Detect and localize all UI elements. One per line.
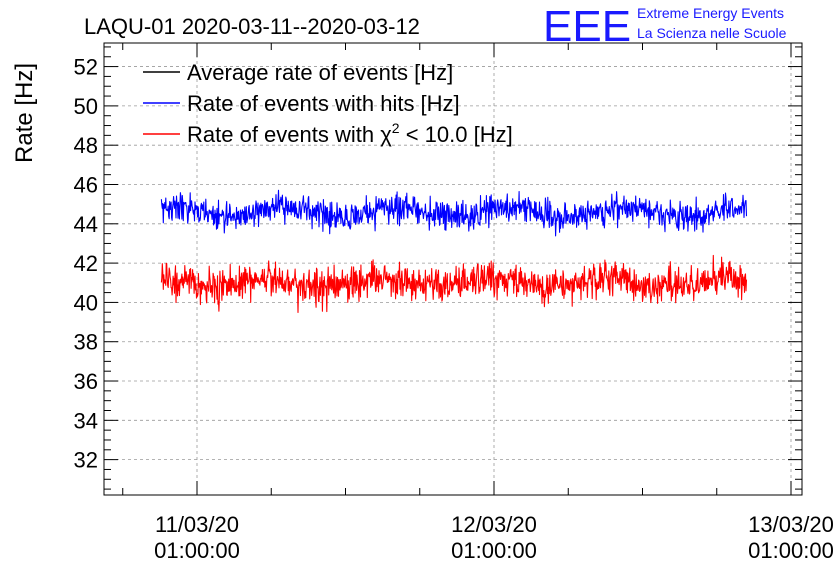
y-axis-label: Rate [Hz] bbox=[11, 63, 38, 163]
y-tick-label: 52 bbox=[74, 55, 98, 80]
y-tick-label: 42 bbox=[74, 251, 98, 276]
chart-title: LAQU-01 2020-03-11--2020-03-12 bbox=[84, 14, 420, 39]
y-tick-label: 34 bbox=[74, 408, 98, 433]
series-line-1 bbox=[160, 189, 748, 237]
x-tick-time: 01:00:00 bbox=[451, 538, 537, 563]
x-tick-date: 13/03/20 bbox=[748, 512, 834, 537]
x-tick-time: 01:00:00 bbox=[748, 538, 834, 563]
eee-logo: EEE Extreme Energy Events La Scienza nel… bbox=[543, 2, 787, 51]
y-tick-label: 48 bbox=[74, 133, 98, 158]
y-axis: 32 34 36 38 40 42 44 46 48 50 52 bbox=[74, 46, 802, 490]
legend-chi2-suffix: < 10.0 [Hz] bbox=[400, 122, 513, 147]
y-tick-label: 38 bbox=[74, 330, 98, 355]
eee-logo-mark: EEE bbox=[543, 2, 631, 51]
legend-label-hits: Rate of events with hits [Hz] bbox=[187, 91, 460, 116]
y-tick-label: 44 bbox=[74, 212, 98, 237]
legend-label-chi2: Rate of events with χ2 < 10.0 [Hz] bbox=[187, 120, 513, 147]
legend: Average rate of events [Hz] Rate of even… bbox=[143, 60, 513, 147]
grid bbox=[104, 43, 802, 495]
y-tick-label: 40 bbox=[74, 290, 98, 315]
legend-chi2-prefix: Rate of events with bbox=[187, 122, 380, 147]
legend-chi2-sup: 2 bbox=[392, 120, 400, 136]
eee-logo-line1: Extreme Energy Events bbox=[637, 5, 784, 21]
legend-chi2-symbol: χ bbox=[380, 122, 392, 147]
series-line-2 bbox=[160, 254, 748, 314]
y-tick-label: 32 bbox=[74, 448, 98, 473]
y-tick-label: 36 bbox=[74, 369, 98, 394]
y-tick-label: 46 bbox=[74, 172, 98, 197]
x-axis: 11/03/2001:00:0012/03/2001:00:0013/03/20… bbox=[122, 43, 834, 563]
x-tick-time: 01:00:00 bbox=[154, 538, 240, 563]
legend-label-average: Average rate of events [Hz] bbox=[187, 60, 453, 85]
series-group bbox=[160, 189, 748, 314]
y-tick-label: 50 bbox=[74, 94, 98, 119]
eee-logo-line2: La Scienza nelle Scuole bbox=[637, 25, 787, 41]
plot-frame bbox=[103, 42, 803, 496]
x-tick-date: 12/03/20 bbox=[451, 512, 537, 537]
x-tick-date: 11/03/20 bbox=[155, 512, 239, 537]
